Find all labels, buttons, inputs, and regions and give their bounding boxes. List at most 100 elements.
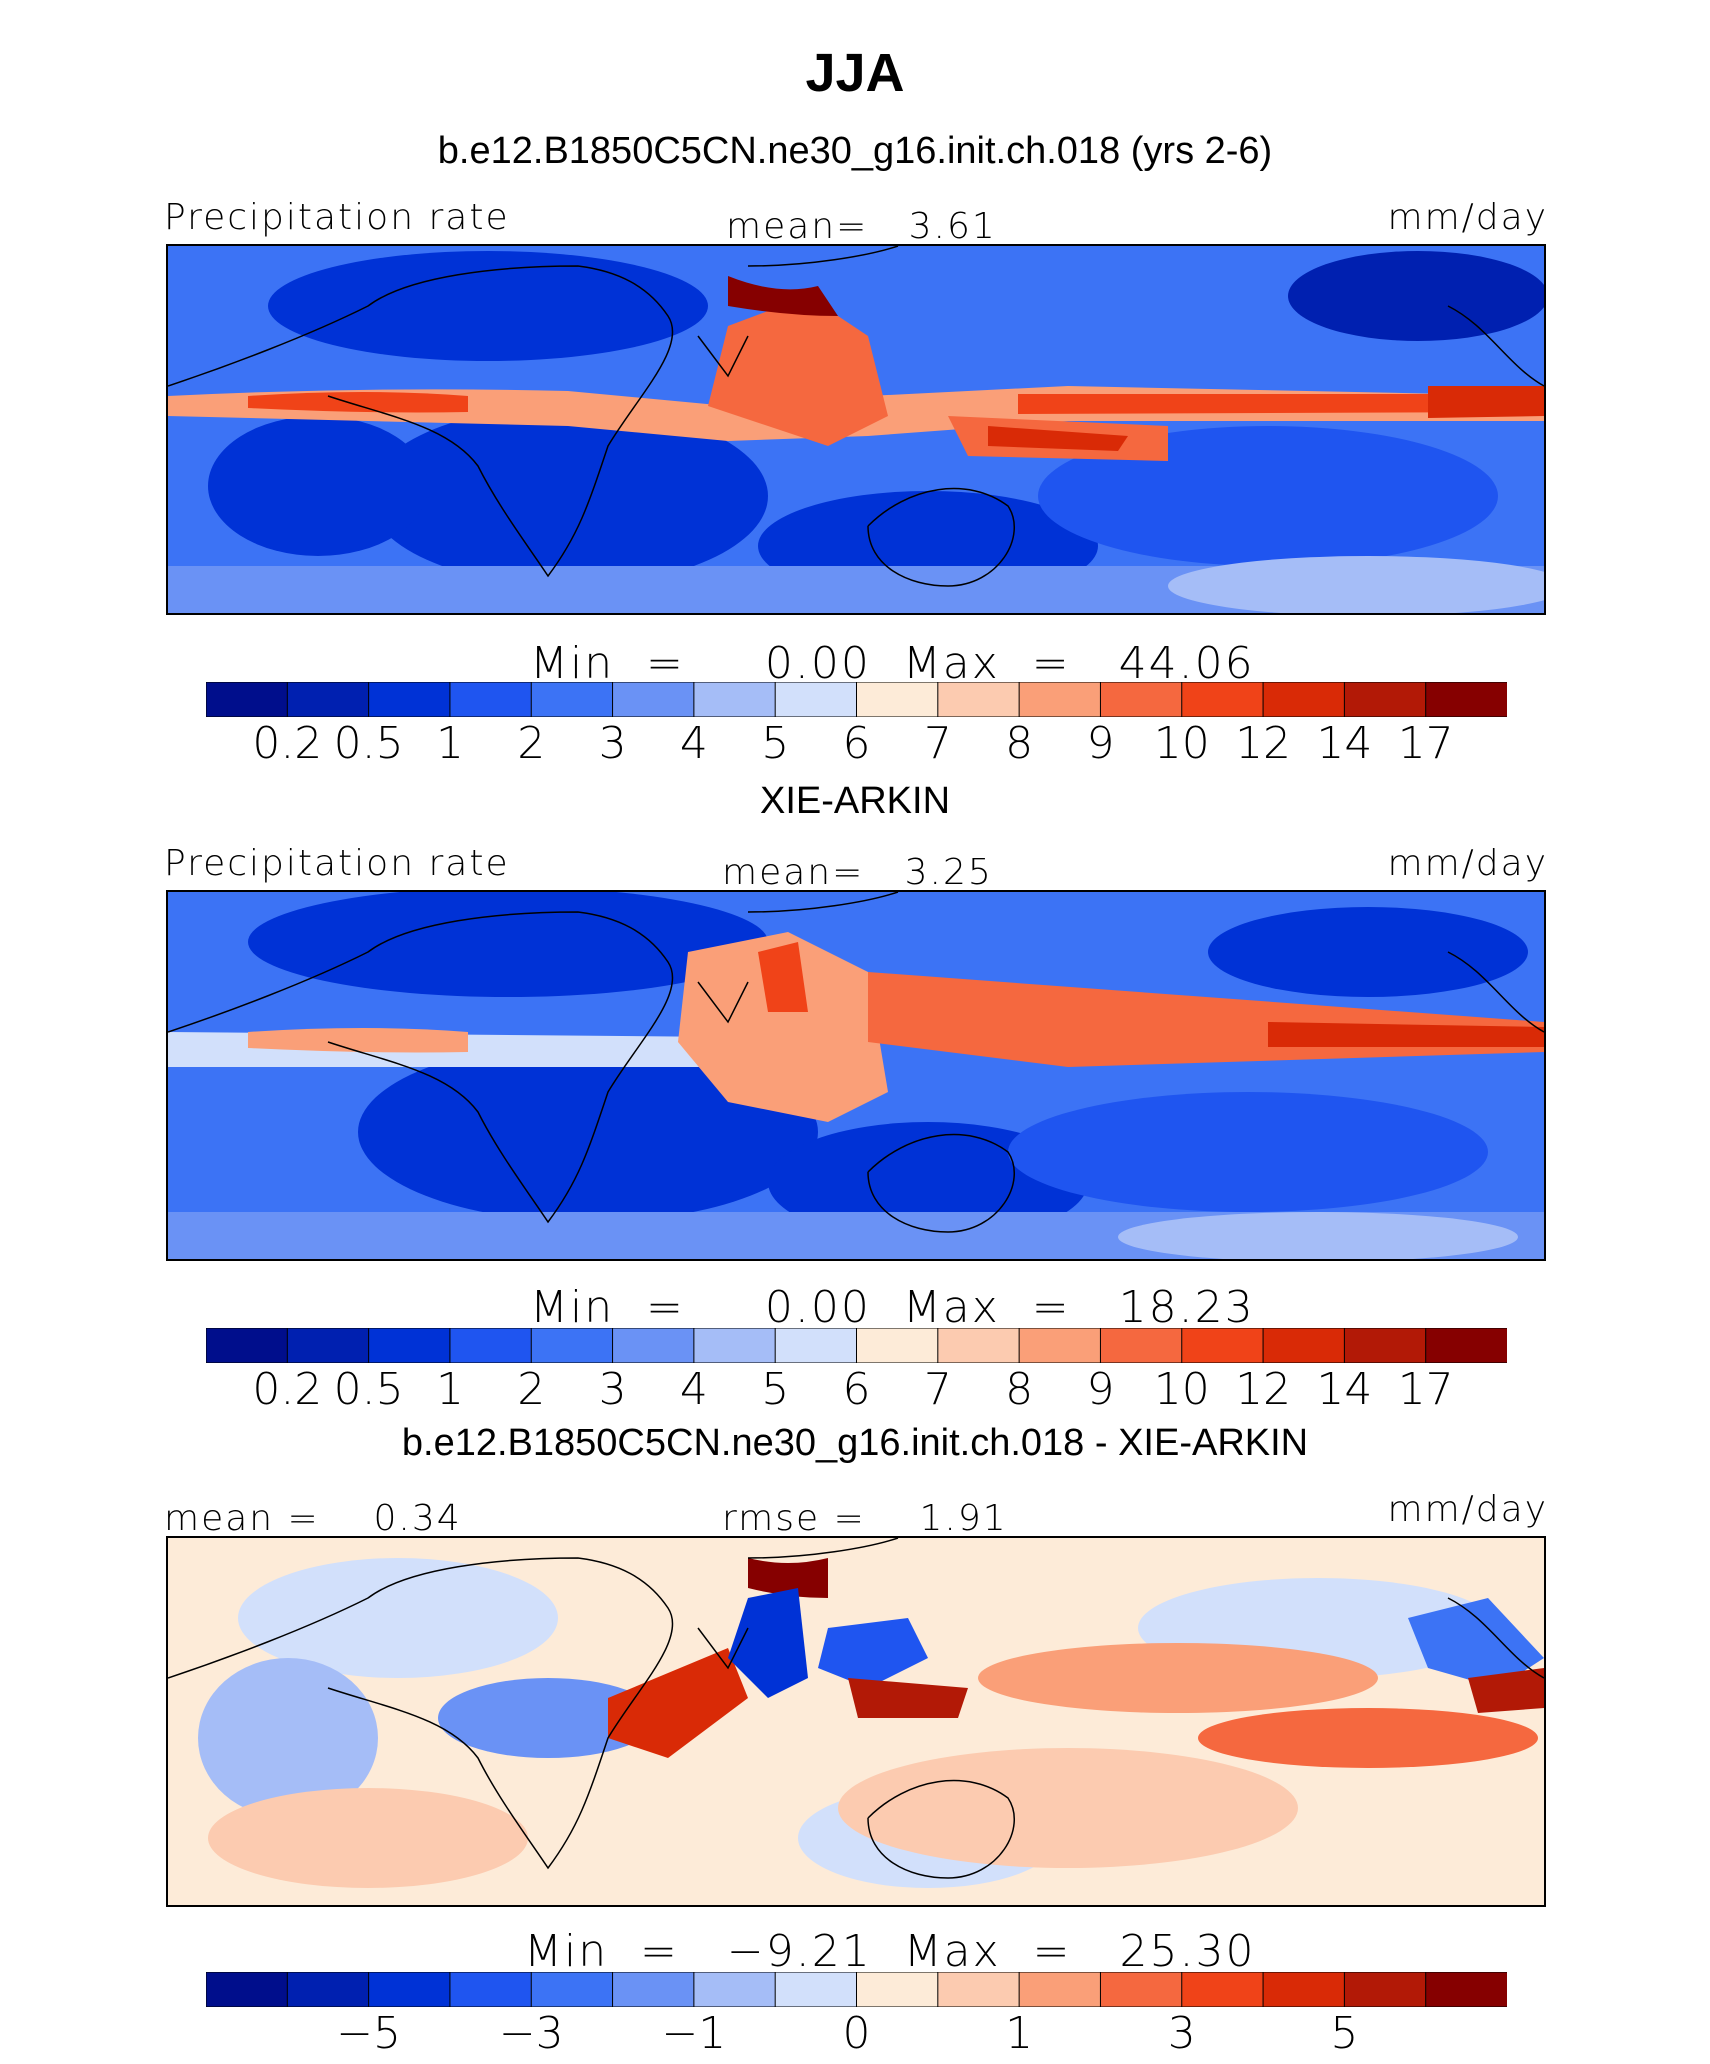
colorbar-swatch bbox=[856, 1328, 939, 1363]
panel3-satl-neg bbox=[198, 1658, 378, 1818]
panel3-colorbar-labels: −5 −3 −1 0 1 3 5 bbox=[206, 2008, 1507, 2059]
colorbar-swatch bbox=[856, 1972, 939, 2007]
colorbar-swatch bbox=[1262, 1328, 1346, 1363]
colorbar-swatch bbox=[1099, 1328, 1183, 1363]
panel2-mean-label: mean= 3.25 bbox=[722, 852, 993, 893]
colorbar-swatch bbox=[693, 682, 777, 717]
colorbar-tick-label: 12 bbox=[1235, 1364, 1292, 1415]
colorbar-tick-label: 1 bbox=[435, 718, 464, 769]
colorbar-swatch bbox=[1181, 682, 1265, 717]
panel3-itcz-pos bbox=[1198, 1708, 1538, 1768]
figure-title: JJA bbox=[805, 43, 905, 103]
panel2-units-label: mm/day bbox=[1387, 843, 1548, 884]
colorbar-swatch bbox=[937, 682, 1021, 717]
panel1-monsoon-region bbox=[708, 296, 888, 446]
colorbar-tick-label: 3 bbox=[598, 718, 627, 769]
panel2-minmax: Min = 0.00 Max = 18.23 bbox=[530, 1282, 1255, 1333]
colorbar-tick-label: −3 bbox=[498, 2008, 564, 2059]
colorbar-swatch bbox=[774, 682, 858, 717]
panel3-nafrica-neg bbox=[238, 1558, 558, 1678]
panel2-max-value: 18.23 bbox=[1118, 1282, 1255, 1333]
panel3-rmse-value: 1.91 bbox=[919, 1498, 1008, 1539]
colorbar-swatch bbox=[1343, 1972, 1427, 2007]
panel3-colorbar bbox=[206, 1972, 1507, 2007]
colorbar-tick-label: −1 bbox=[661, 2008, 727, 2059]
colorbar-swatch bbox=[1181, 1972, 1265, 2007]
colorbar-swatch bbox=[1018, 1328, 1102, 1363]
colorbar-tick-label: 8 bbox=[1005, 1364, 1034, 1415]
panel1-spcz-core bbox=[988, 426, 1128, 451]
colorbar-tick-label: 10 bbox=[1153, 1364, 1210, 1415]
colorbar-swatch bbox=[1018, 682, 1102, 717]
colorbar-tick-label: 2 bbox=[517, 1364, 546, 1415]
colorbar-swatch bbox=[1018, 1972, 1102, 2007]
colorbar-swatch bbox=[612, 682, 695, 717]
colorbar-swatch bbox=[774, 1972, 858, 2007]
panel1-colorbar bbox=[206, 682, 1507, 717]
panel3-caribbean-neg bbox=[1408, 1598, 1544, 1688]
colorbar-tick-label: 0.2 bbox=[252, 718, 323, 769]
panel1-max-value: 44.06 bbox=[1118, 638, 1255, 689]
colorbar-swatch bbox=[1343, 1328, 1427, 1363]
panel3-central-america-pos bbox=[1468, 1668, 1544, 1713]
panel2-south-africa-dry bbox=[358, 1042, 818, 1222]
panel3-units-label: mm/day bbox=[1387, 1489, 1548, 1530]
colorbar-swatch bbox=[530, 682, 614, 717]
colorbar-tick-label: 9 bbox=[1086, 1364, 1115, 1415]
colorbar-swatch bbox=[206, 1328, 289, 1363]
panel1-satl-dry bbox=[208, 416, 428, 556]
colorbar-swatch bbox=[1343, 682, 1427, 717]
colorbar-tick-label: 10 bbox=[1153, 718, 1210, 769]
panel3-minmax: Min = −9.21 Max = 25.30 bbox=[524, 1926, 1256, 1977]
colorbar-swatch bbox=[1425, 1972, 1507, 2007]
colorbar-tick-label: 17 bbox=[1397, 1364, 1454, 1415]
colorbar-swatch bbox=[449, 1328, 533, 1363]
panel3-wio-pos bbox=[608, 1648, 748, 1758]
colorbar-swatch bbox=[693, 1328, 777, 1363]
colorbar-tick-label: 9 bbox=[1086, 718, 1115, 769]
panel1-coastlines bbox=[168, 246, 1544, 587]
panel2-variable-label: Precipitation rate bbox=[164, 843, 510, 884]
colorbar-tick-label: 2 bbox=[517, 718, 546, 769]
colorbar-swatch bbox=[449, 682, 533, 717]
panel3-bay-bengal-neg bbox=[728, 1588, 808, 1698]
colorbar-tick-label: 1 bbox=[1005, 2008, 1034, 2059]
panel2-mean-value: 3.25 bbox=[904, 852, 993, 893]
panel2-spac bbox=[1008, 1092, 1488, 1212]
panel1-pacific-itcz-core bbox=[1018, 394, 1544, 414]
panel1-npac-dry bbox=[1288, 251, 1544, 341]
colorbar-swatch bbox=[368, 682, 451, 717]
panel2-monsoon-region bbox=[678, 932, 888, 1122]
colorbar-tick-label: 7 bbox=[923, 718, 952, 769]
colorbar-swatch bbox=[612, 1328, 695, 1363]
colorbar-swatch bbox=[530, 1328, 614, 1363]
panel3-south-pos bbox=[208, 1788, 528, 1888]
colorbar-tick-label: 5 bbox=[761, 718, 790, 769]
colorbar-swatch bbox=[286, 682, 370, 717]
colorbar-swatch bbox=[1262, 682, 1346, 717]
panel1-min-value: 0.00 bbox=[764, 638, 871, 689]
panel1-mean-label: mean= 3.61 bbox=[726, 206, 997, 247]
colorbar-tick-label: 3 bbox=[598, 1364, 627, 1415]
colorbar-tick-label: 7 bbox=[923, 1364, 952, 1415]
colorbar-swatch bbox=[1181, 1328, 1265, 1363]
colorbar-swatch bbox=[774, 1328, 858, 1363]
colorbar-swatch bbox=[1099, 1972, 1183, 2007]
panel1-africa-itcz-core bbox=[248, 392, 468, 413]
panel2-bay-bengal-core bbox=[758, 942, 808, 1012]
colorbar-tick-label: 17 bbox=[1397, 718, 1454, 769]
panel3-mean-label: mean = 0.34 bbox=[164, 1498, 462, 1539]
colorbar-tick-label: 0.5 bbox=[333, 1364, 404, 1415]
panel2-sahara-dry bbox=[248, 892, 768, 997]
panel1-minmax: Min = 0.00 Max = 44.06 bbox=[530, 638, 1255, 689]
panel2-min-value: 0.00 bbox=[764, 1282, 871, 1333]
panel3-himalaya-pos bbox=[748, 1558, 828, 1598]
colorbar-tick-label: 14 bbox=[1316, 1364, 1373, 1415]
colorbar-swatch bbox=[937, 1972, 1021, 2007]
colorbar-tick-label: 0.2 bbox=[252, 1364, 323, 1415]
colorbar-tick-label: 5 bbox=[761, 1364, 790, 1415]
panel3-min-value: −9.21 bbox=[726, 1926, 872, 1977]
colorbar-swatch bbox=[856, 682, 939, 717]
panel1-colorbar-labels: 0.2 0.5 1 2 3 4 5 6 7 8 9 10 12 14 17 bbox=[206, 718, 1507, 769]
panel3-coastlines bbox=[168, 1538, 1544, 1879]
